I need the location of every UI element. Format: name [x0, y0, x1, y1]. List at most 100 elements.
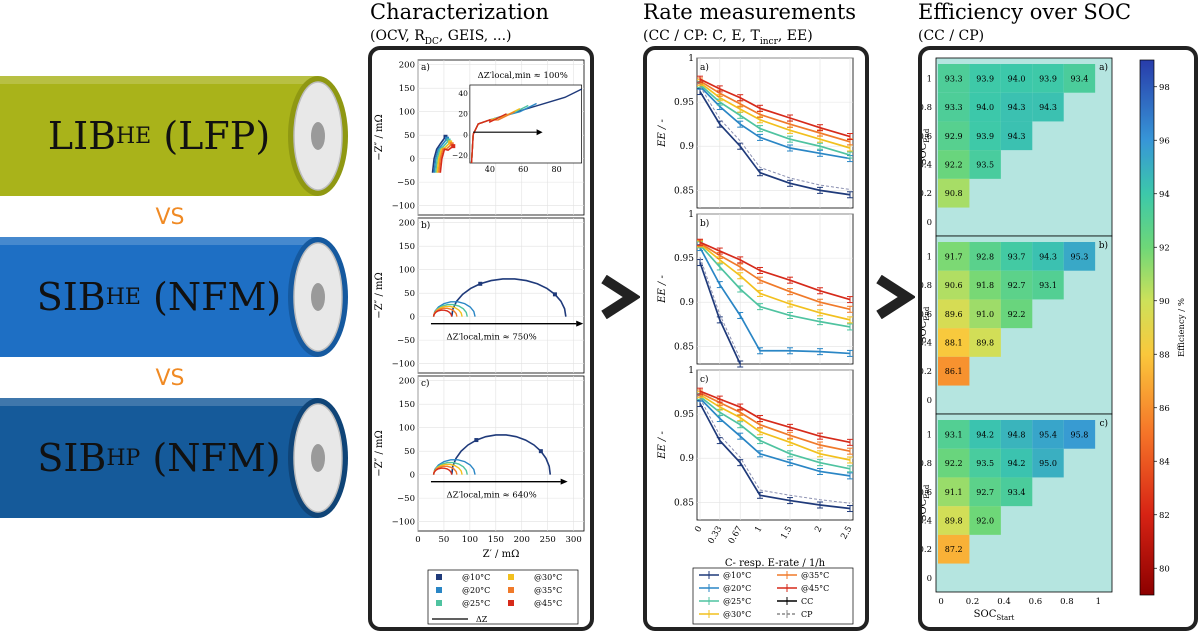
y-tick-label: 150: [399, 242, 415, 252]
panel-tag: a): [421, 62, 430, 73]
impedance-marker: [478, 281, 483, 286]
y-axis-label-sub: End: [923, 306, 931, 321]
heatmap-cell: [969, 477, 1001, 507]
legend-label: CC: [801, 597, 813, 606]
y-axis-label: SOCEnd: [922, 306, 931, 343]
x-axis-label: C- resp. E-rate / 1/h: [725, 558, 826, 569]
y-tick-label: 200: [399, 377, 415, 387]
battery-type: HP: [106, 445, 141, 471]
impedance-curve: [434, 139, 450, 173]
heatmap-cell-value: 95.4: [1039, 430, 1057, 439]
heatmap-cell: [1063, 420, 1096, 449]
y-tick-label: 150: [399, 400, 415, 410]
battery-cylinder: SIB HE (NFM): [0, 237, 350, 357]
heatmap-cell-value: 93.5: [976, 160, 994, 169]
x-tick-label: 0: [415, 535, 420, 545]
heatmap-cell: [969, 448, 1001, 478]
inset-y-tick: −20: [452, 151, 468, 160]
cp-dashed-line: [699, 257, 741, 359]
heatmap-cell-value: 92.2: [945, 160, 963, 169]
colorbar-tick-label: 98: [1159, 83, 1170, 93]
legend-dz-label: ΔZ: [476, 615, 488, 624]
delta-arrow-head: [560, 478, 568, 485]
heatmap-cell-value: 93.4: [1071, 74, 1089, 83]
colorbar-title: Efficiency / %: [1177, 298, 1187, 357]
rate-subtitle-end: , EE): [777, 28, 813, 44]
cp-dashed-line: [699, 397, 851, 504]
x-tick-label: 100: [462, 535, 478, 545]
rate-subtitle-sub: incr: [759, 36, 778, 47]
heatmap-cell-value: 92.2: [945, 459, 963, 468]
heatmap-cell-value: 91.7: [945, 252, 963, 261]
rate-legend: @10°C @35°C @20°C @45°C @25°C CC @30°C CP: [692, 567, 854, 625]
y-tick-label: 0: [927, 574, 932, 584]
heatmap-cell-value: 90.8: [945, 189, 963, 198]
impedance-curve: [433, 138, 448, 173]
heatmap-cell: [938, 477, 970, 507]
x-tick-label: 200: [514, 535, 530, 545]
y-tick-label: −50: [397, 178, 415, 188]
heatmap-cell: [969, 299, 1001, 329]
heatmap-cell: [969, 270, 1001, 300]
legend-label: @25°C: [462, 599, 490, 608]
delta-annotation: ΔZ′local,min ≈ 100%: [478, 71, 568, 81]
impedance-marker: [474, 438, 479, 443]
impedance-marker: [552, 292, 557, 297]
y-tick-label: 0.4: [922, 160, 932, 170]
heatmap-cell: [969, 150, 1001, 179]
y-tick-label: 0.4: [922, 516, 932, 526]
heatmap-cell: [969, 92, 1001, 122]
battery-terminal: [311, 444, 325, 472]
heatmap-cell: [1000, 121, 1033, 151]
x-tick-label: 0.4: [997, 597, 1011, 607]
heatmap-cell-value: 93.5: [976, 459, 994, 468]
impedance-curve: [432, 467, 453, 475]
y-axis-label: −Z″ / mΩ: [374, 114, 385, 161]
inset-y-tick: 40: [458, 89, 468, 98]
y-tick-label: 0.95: [674, 410, 694, 420]
y-tick-label: 0.2: [922, 367, 932, 377]
heatmap-cell-value: 91.1: [945, 488, 963, 497]
y-tick-label: 0.4: [922, 338, 932, 348]
battery-highlight: [0, 398, 318, 406]
y-tick-label: −100: [392, 518, 415, 528]
legend-frame: [427, 569, 579, 625]
heatmap-cell: [1000, 299, 1033, 329]
x-tick-label: 250: [540, 535, 556, 545]
heatmap-cell-value: 94.0: [1008, 74, 1026, 83]
x-tick-label: 150: [488, 535, 504, 545]
legend-frame: [692, 567, 854, 625]
legend-label: @20°C: [462, 586, 490, 595]
y-axis-label-main: SOC: [922, 142, 929, 165]
battery-label: LIB HE (LFP): [0, 76, 318, 196]
heatmap-cell-value: 94.8: [1008, 430, 1026, 439]
y-tick-label: −100: [392, 202, 415, 212]
colorbar-bar: [1139, 59, 1155, 596]
x-tick-label: 0: [938, 597, 943, 607]
legend-label: @35°C: [801, 571, 829, 580]
x-tick-label: 1: [1096, 597, 1101, 607]
heatmap-panel: 91.7 92.8 93.7 94.3 95.3 90.6 91.8 92.7 93.1 89.6…: [922, 235, 1113, 415]
nyquist-panel: 200 150 100 50 0 −50 −100 c) −Z″ / mΩ ΔZ′local,mi…: [374, 375, 585, 560]
rate-subtitle: (CC / CP: C, E, Tincr, EE): [643, 28, 813, 47]
heatmap-cell-value: 86.1: [945, 367, 963, 376]
y-tick-label: 0.95: [674, 254, 694, 264]
vs-label: VS: [155, 366, 185, 391]
y-tick-label: 0.2: [922, 545, 932, 555]
y-axis-label: −Z″ / mΩ: [374, 430, 385, 477]
impedance-curve: [450, 278, 567, 317]
vs-label: VS: [155, 205, 185, 230]
y-axis-label: EE / -: [657, 119, 668, 148]
heatmap-cell-value: 94.3: [1039, 252, 1057, 261]
x-axis-label-main: SOC: [974, 609, 997, 620]
legend-swatch: [508, 600, 514, 606]
heatmap-cell-value: 91.8: [976, 281, 994, 290]
arrow-right-icon: [601, 275, 640, 319]
y-tick-label: 0.6: [922, 132, 932, 142]
battery-label: SIB HE (NFM): [0, 237, 318, 357]
heatmap-cell: [938, 242, 970, 271]
x-tick-label: 1.5: [779, 525, 794, 542]
inset-x-tick: 80: [552, 165, 562, 174]
y-tick-label: 150: [399, 84, 415, 94]
